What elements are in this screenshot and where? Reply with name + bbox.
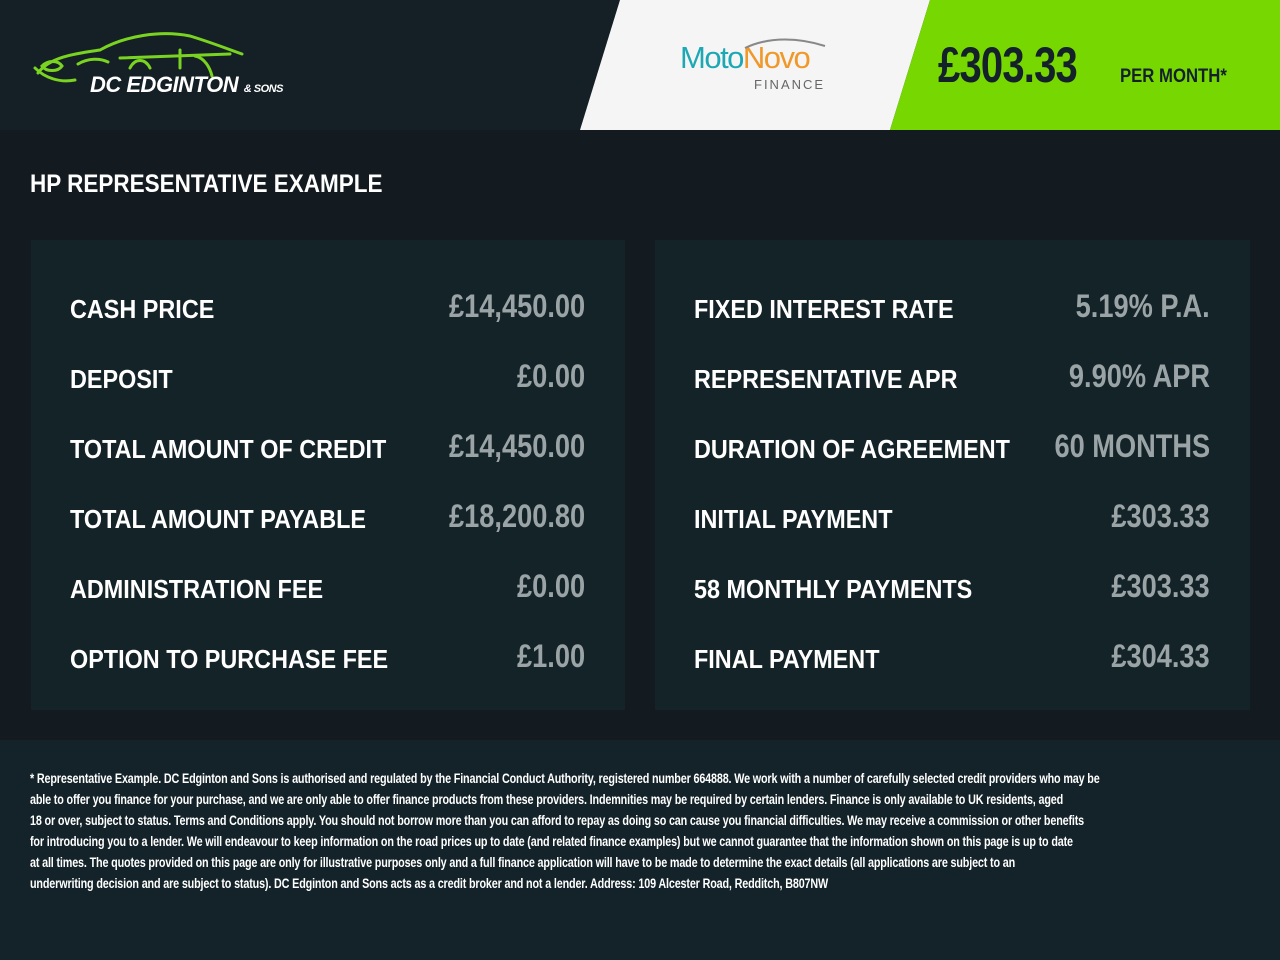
finance-label: FINAL PAYMENT [694,644,880,674]
lender-logo-a: Moto [680,40,744,75]
finance-row: OPTION TO PURCHASE FEE £1.00 [70,638,585,678]
right-panel: FIXED INTEREST RATE 5.19% P.A. REPRESENTAT… [655,240,1250,710]
finance-value: £18,200.80 [448,498,585,534]
left-panel: CASH PRICE £14,450.00 DEPOSIT £0.00 TOTAL AM… [31,240,625,710]
disclaimer-line: underwriting decision and are subject to… [30,876,829,891]
finance-row: 58 MONTHLY PAYMENTS £303.33 [694,568,1210,608]
lender-logo-background [580,0,930,130]
finance-label: FIXED INTEREST RATE [694,294,954,324]
finance-row: FIXED INTEREST RATE 5.19% P.A. [694,288,1210,328]
finance-label: INITIAL PAYMENT [694,504,893,534]
finance-label: REPRESENTATIVE APR [694,364,958,394]
finance-value: £14,450.00 [448,428,585,464]
dealer-car-logo-icon [33,32,244,83]
finance-value: £0.00 [516,568,585,604]
finance-row: CASH PRICE £14,450.00 [70,288,585,328]
disclaimer: * Representative Example. DC Edginton an… [0,740,1280,960]
finance-row: TOTAL AMOUNT OF CREDIT £14,450.00 [70,428,585,468]
finance-label: CASH PRICE [70,294,215,324]
finance-value: £303.33 [1111,498,1210,534]
finance-row: FINAL PAYMENT £304.33 [694,638,1210,678]
finance-label: TOTAL AMOUNT OF CREDIT [70,434,387,464]
monthly-price: £303.33 [938,37,1078,93]
motonovo-logo: MotoNovo FINANCE [680,38,826,92]
finance-row: INITIAL PAYMENT £303.33 [694,498,1210,538]
disclaimer-line: * Representative Example. DC Edginton an… [30,771,1100,786]
finance-label: TOTAL AMOUNT PAYABLE [70,504,367,534]
finance-row: ADMINISTRATION FEE £0.00 [70,568,585,608]
finance-value: £0.00 [516,358,585,394]
dealer-logo-small: & SONS [243,83,284,95]
dealer-logo-main: DC EDGINTON [90,72,239,97]
finance-value: 9.90% APR [1068,358,1210,394]
monthly-price-banner [890,0,1280,130]
swoosh-icon [744,38,826,49]
disclaimer-line: for introducing you to a lender. We will… [30,834,1073,849]
finance-value: £1.00 [516,638,585,674]
finance-value: 60 MONTHS [1054,428,1210,464]
finance-value: £304.33 [1111,638,1210,674]
finance-row: TOTAL AMOUNT PAYABLE £18,200.80 [70,498,585,538]
lender-logo-b: Novo [742,40,811,75]
finance-row: REPRESENTATIVE APR 9.90% APR [694,358,1210,398]
finance-value: 5.19% P.A. [1075,288,1210,324]
finance-label: DURATION OF AGREEMENT [694,434,1010,464]
finance-value: £303.33 [1111,568,1210,604]
finance-label: ADMINISTRATION FEE [70,574,324,604]
finance-row: DEPOSIT £0.00 [70,358,585,398]
finance-value: £14,450.00 [448,288,585,324]
lender-logo-sub: FINANCE [754,77,826,92]
finance-row: DURATION OF AGREEMENT 60 MONTHS [694,428,1210,468]
page-title: HP REPRESENTATIVE EXAMPLE [30,170,383,198]
disclaimer-line: at all times. The quotes provided on thi… [30,855,1016,870]
finance-label: 58 MONTHLY PAYMENTS [694,574,973,604]
dealer-logo-text: DC EDGINTON & SONS [90,72,283,98]
per-month-label: PER MONTH* [1120,66,1227,87]
finance-label: OPTION TO PURCHASE FEE [70,644,389,674]
disclaimer-line: 18 or over, subject to status. Terms and… [30,813,1085,828]
disclaimer-line: able to offer you finance for your purch… [30,792,1064,807]
finance-label: DEPOSIT [70,364,173,394]
header: DC EDGINTON & SONS MotoNovo FINANCE £303… [0,0,1280,130]
